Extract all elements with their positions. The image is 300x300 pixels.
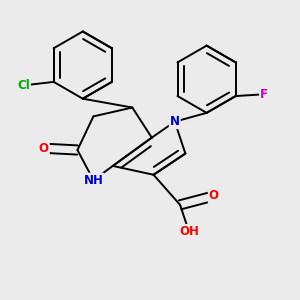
Text: N: N bbox=[170, 115, 180, 128]
Text: F: F bbox=[260, 88, 268, 101]
Text: NH: NH bbox=[83, 174, 103, 187]
Text: Cl: Cl bbox=[17, 79, 30, 92]
Text: OH: OH bbox=[179, 225, 199, 238]
Text: O: O bbox=[209, 190, 219, 202]
Text: O: O bbox=[39, 142, 49, 155]
